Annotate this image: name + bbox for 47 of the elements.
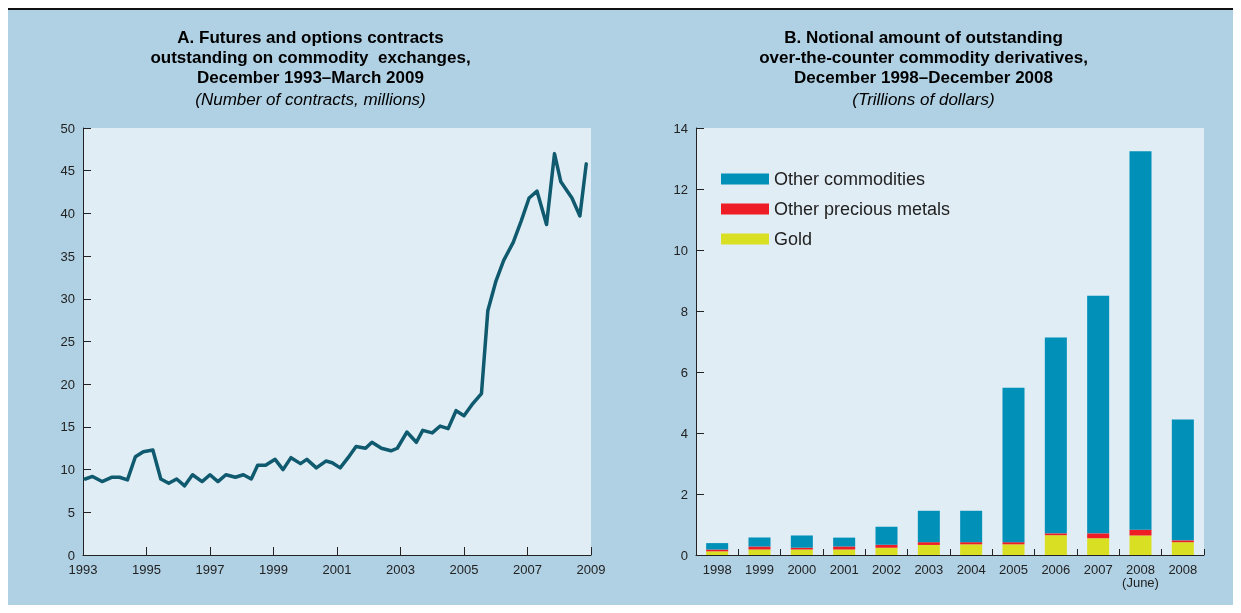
y-tick-label: 0 xyxy=(67,547,75,563)
chart-title: B. Notional amount of outstanding over-the-counter commodity derivatives, December 1998–December 2008 xyxy=(759,27,1088,87)
chart-title: A. Futures and options contracts outstanding on commodity exchanges, December 1993–March 2009 xyxy=(150,27,471,87)
x-tick-label: 2000 xyxy=(787,562,817,577)
y-tick-label: 8 xyxy=(680,303,688,319)
x-tick-label: 1999 xyxy=(745,562,774,577)
y-tick-label: 35 xyxy=(60,248,75,264)
x-tick-label: 2002 xyxy=(872,562,901,577)
x-tick-label: 2003 xyxy=(386,562,415,577)
y-tick-label: 50 xyxy=(60,120,75,136)
y-tick-label: 6 xyxy=(680,364,688,380)
chart-subtitle: (Trillions of dollars) xyxy=(852,90,995,109)
x-tick-label: 2001 xyxy=(322,562,352,577)
x-tick-label: 2005 xyxy=(999,562,1028,577)
x-tick-label: 2005 xyxy=(449,562,479,577)
x-tick-label: 2004 xyxy=(956,562,986,577)
x-tick-label: 2001 xyxy=(829,562,859,577)
y-tick-label: 45 xyxy=(60,163,75,179)
x-tick-label: 2007 xyxy=(1083,562,1113,577)
y-tick-label: 2 xyxy=(680,486,688,502)
x-tick-label: 2008 xyxy=(1168,562,1198,577)
legend-label: Other precious metals xyxy=(774,199,951,219)
y-tick-label: 20 xyxy=(60,376,75,392)
y-tick-label: 14 xyxy=(673,120,688,136)
y-tick-label: 4 xyxy=(680,425,688,441)
x-tick-label: 1999 xyxy=(259,562,288,577)
x-tick-label: 1993 xyxy=(68,562,98,577)
legend-label: Other commodities xyxy=(774,169,926,189)
y-tick-label: 5 xyxy=(67,504,75,520)
y-tick-label: 0 xyxy=(680,547,688,563)
chart-subtitle: (Number of contracts, millions) xyxy=(195,90,426,109)
x-tick-label: 2009 xyxy=(576,562,606,577)
x-tick-label: 2008 (June) xyxy=(1122,562,1159,590)
y-tick-label: 30 xyxy=(60,291,75,307)
x-tick-label: 1998 xyxy=(702,562,732,577)
y-tick-label: 10 xyxy=(673,242,688,258)
legend-label: Gold xyxy=(774,229,813,249)
y-tick-label: 12 xyxy=(673,181,688,197)
x-tick-label: 2006 xyxy=(1041,562,1071,577)
x-tick-label: 2003 xyxy=(914,562,944,577)
y-tick-label: 25 xyxy=(60,334,75,349)
y-tick-label: 10 xyxy=(60,462,75,478)
x-tick-label: 1997 xyxy=(195,562,225,577)
y-tick-label: 40 xyxy=(60,205,75,221)
x-tick-label: 2007 xyxy=(513,562,542,577)
y-tick-label: 15 xyxy=(60,419,75,435)
x-tick-label: 1995 xyxy=(132,562,161,577)
